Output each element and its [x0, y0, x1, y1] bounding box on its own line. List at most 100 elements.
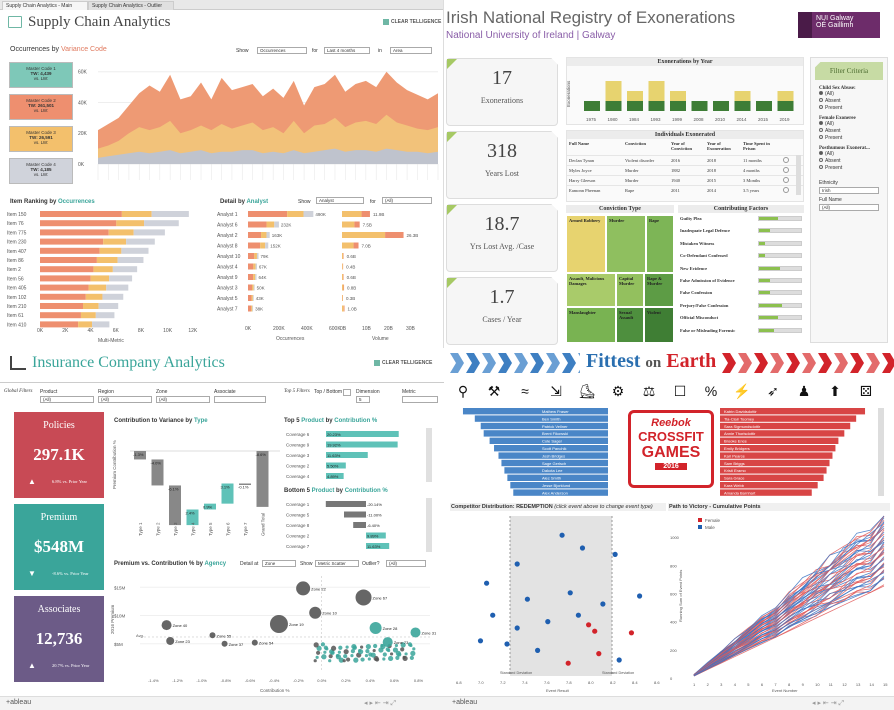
athlete-path-line — [693, 551, 885, 676]
filter-option[interactable]: Present — [819, 165, 879, 172]
tableau-logo-right[interactable]: +ableau — [452, 699, 478, 706]
in-dropdown[interactable]: Area — [390, 47, 432, 54]
filter-option[interactable]: Absent — [819, 98, 879, 105]
show-dropdown[interactable]: Metric Scatter — [315, 560, 359, 567]
row-info-icon[interactable] — [783, 167, 789, 173]
barbell-icon[interactable]: ☐ — [673, 383, 687, 399]
waterfall-ylabel: Premium Contribution % — [112, 440, 117, 489]
radio-button[interactable] — [819, 128, 823, 132]
tab-outlier[interactable]: Supply Chain Analytics - Outlier — [88, 1, 174, 10]
table-scrollbar[interactable] — [796, 155, 801, 195]
detail-for-dropdown[interactable]: (All) — [382, 197, 432, 204]
factor-row[interactable]: New Evidence — [678, 263, 804, 275]
master-code-card[interactable]: Master Code 4 TW: 4,185 vs. LW: — [9, 158, 73, 184]
occ-bar-seg3 — [274, 221, 279, 228]
radio-button[interactable] — [819, 105, 823, 109]
cleartelligence-logo: CLEAR TELLIGENCE — [374, 360, 432, 366]
swim-icon[interactable]: ≈ — [521, 383, 529, 399]
scatter-small-point — [343, 649, 349, 655]
filter-option[interactable]: (All) — [819, 121, 879, 128]
snatch-icon[interactable]: ⚖ — [642, 383, 656, 399]
footer-nav-controls-right[interactable]: ◂ ▸ ⇤ ⇥ ⤢ — [812, 700, 845, 707]
factor-row[interactable]: Official Misconduct — [678, 312, 804, 324]
lift-icon[interactable]: ⬆ — [829, 383, 841, 399]
radio-button[interactable] — [819, 158, 823, 162]
treemap-cell[interactable]: Violent — [644, 307, 674, 343]
filter-option[interactable]: Present — [819, 135, 879, 142]
weightlift-icon[interactable]: ⚒ — [487, 383, 501, 399]
dimension-dropdown[interactable]: 5 — [356, 396, 370, 403]
master-code-card[interactable]: Master Code 1 TW: 4,439 vs. LW: — [9, 62, 73, 88]
factor-row[interactable]: Guilty Plea — [678, 213, 804, 225]
filter-option[interactable]: Absent — [819, 158, 879, 165]
filter-option[interactable]: (All) — [819, 91, 879, 98]
table-row[interactable]: Declan Tynan Violent disorder 2016 2018 11 m… — [567, 155, 803, 165]
ethnicity-dropdown[interactable]: Irish — [819, 187, 879, 194]
treemap-cell[interactable]: Rape & Murder — [644, 273, 674, 307]
filter-option[interactable]: Absent — [819, 128, 879, 135]
detail-at-dropdown[interactable]: Zone — [262, 560, 296, 567]
master-code-card[interactable]: Master Code 2 TW: 261,501 vs. LW: — [9, 94, 73, 120]
factor-row[interactable]: Perjury/False Confession — [678, 300, 804, 312]
global-filter-dropdown[interactable] — [214, 396, 266, 403]
table-row[interactable]: Myles Joyce Murder 1882 2018 4 months — [567, 165, 803, 175]
squat-icon[interactable]: ⚡ — [733, 383, 751, 399]
radio-button[interactable] — [819, 98, 823, 102]
treemap-cell[interactable]: Manslaughter — [566, 307, 616, 343]
global-filter-dropdown[interactable]: (All) — [40, 396, 94, 403]
run-icon[interactable]: ⇲ — [550, 383, 562, 399]
table-row[interactable]: Harry Gleeson Murder 1940 2015 3 Months — [567, 175, 803, 185]
factor-row[interactable]: False Admission of Evidence — [678, 275, 804, 287]
dice-icon[interactable]: ⚄ — [859, 383, 873, 399]
treemap-cell[interactable]: Sexual Assault — [616, 307, 644, 343]
scatter-ytick: $5M — [114, 642, 123, 647]
coverage-bar — [326, 441, 398, 448]
competitor-point — [565, 660, 571, 666]
outlier-dropdown[interactable]: (All) — [386, 560, 426, 567]
top-bottom-dropdown[interactable] — [343, 389, 351, 396]
for-dropdown[interactable]: Last 4 months — [324, 47, 370, 54]
row-info-icon[interactable] — [783, 177, 789, 183]
master-code-card[interactable]: Master Code 3 TW: 26,591 vs. LW: — [9, 126, 73, 152]
rank-bar-seg1 — [40, 321, 79, 328]
factor-row[interactable]: False Confession — [678, 287, 804, 299]
radio-button[interactable] — [819, 91, 823, 95]
leaderboard-bar — [720, 452, 833, 459]
treemap-cell[interactable]: Assault, Malicious Damages — [566, 273, 616, 307]
treemap-cell[interactable]: Armed Robbery — [566, 215, 606, 273]
tableau-logo-left[interactable]: +ableau — [6, 699, 32, 706]
row-info-icon[interactable] — [783, 187, 789, 193]
treemap-cell[interactable]: Rape — [646, 215, 674, 273]
treemap-cell[interactable]: Capital Murder — [616, 273, 644, 307]
metric-dropdown[interactable] — [402, 396, 438, 403]
factor-row[interactable]: Co-Defendant Confessed — [678, 250, 804, 262]
radio-button[interactable] — [819, 121, 823, 125]
global-filter-dropdown[interactable]: (All) — [98, 396, 152, 403]
metric-label: Metric — [402, 389, 416, 395]
factor-row[interactable]: Inadequate Legal Defence — [678, 225, 804, 237]
filter-option[interactable]: (All) — [819, 151, 879, 158]
tab-main[interactable]: Supply Chain Analytics - Main — [2, 1, 88, 10]
radio-button[interactable] — [819, 151, 823, 155]
row-info-icon[interactable] — [783, 157, 789, 163]
factor-row[interactable]: Mistaken Witness — [678, 238, 804, 250]
detail-show-dropdown[interactable]: Analyst — [316, 197, 364, 204]
kettlebell-icon[interactable]: ♟ — [797, 383, 811, 399]
sprint-icon[interactable]: ➶ — [767, 383, 779, 399]
bike-icon[interactable]: ⚙ — [611, 383, 625, 399]
global-filter-dropdown[interactable]: (All) — [156, 396, 210, 403]
filter-option[interactable]: Present — [819, 105, 879, 112]
factor-row[interactable]: False or Misleading Forensic — [678, 325, 804, 337]
footer-nav-controls-left[interactable]: ◂ ▸ ⇤ ⇥ ⤢ — [364, 700, 397, 707]
radio-button[interactable] — [819, 165, 823, 169]
fullname-dropdown[interactable]: (All) — [819, 204, 879, 211]
skate-icon[interactable]: ⛸ — [578, 383, 596, 399]
occ-bar-seg1 — [248, 274, 254, 280]
table-row[interactable]: Eamonn Pheenan Rape 2011 2014 3.5 years — [567, 185, 803, 195]
show-dropdown[interactable]: Occurrences — [257, 47, 307, 54]
pullup-icon[interactable]: ⚲ — [457, 383, 469, 399]
treemap-cell[interactable]: Murder — [606, 215, 646, 273]
percent-icon[interactable]: % — [704, 383, 718, 399]
radio-button[interactable] — [819, 135, 823, 139]
leaderboard-bar — [720, 415, 857, 422]
